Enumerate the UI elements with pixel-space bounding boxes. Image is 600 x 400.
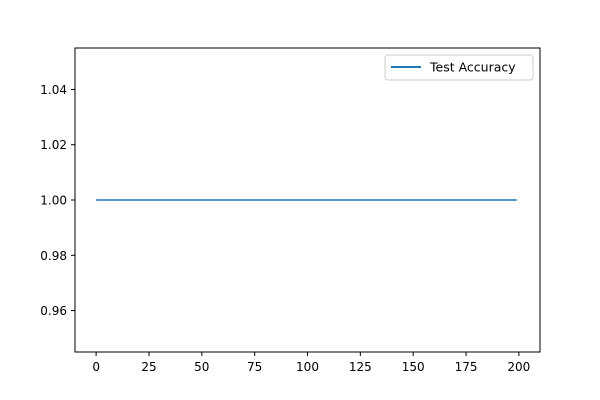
x-tick-label: 175 — [455, 360, 478, 374]
legend-box — [384, 54, 534, 81]
y-tick-label: 1.04 — [40, 83, 67, 97]
legend-label-test-accuracy: Test Accuracy — [429, 60, 516, 75]
x-tick-label: 50 — [194, 360, 209, 374]
x-tick-label: 100 — [296, 360, 319, 374]
x-tick-label: 200 — [507, 360, 530, 374]
x-axis: 0 25 50 75 100 125 150 175 200 — [92, 352, 530, 374]
y-tick-label: 1.02 — [40, 138, 67, 152]
x-tick-label: 25 — [141, 360, 156, 374]
x-tick-label: 125 — [349, 360, 372, 374]
legend: Test Accuracy — [384, 54, 534, 81]
y-tick-label: 1.00 — [40, 194, 67, 208]
x-tick-label: 150 — [402, 360, 425, 374]
y-axis: 0.96 0.98 1.00 1.02 1.04 — [40, 83, 75, 318]
y-tick-label: 0.98 — [40, 249, 67, 263]
x-tick-label: 0 — [92, 360, 100, 374]
y-tick-label: 0.96 — [40, 304, 67, 318]
x-tick-label: 75 — [247, 360, 262, 374]
